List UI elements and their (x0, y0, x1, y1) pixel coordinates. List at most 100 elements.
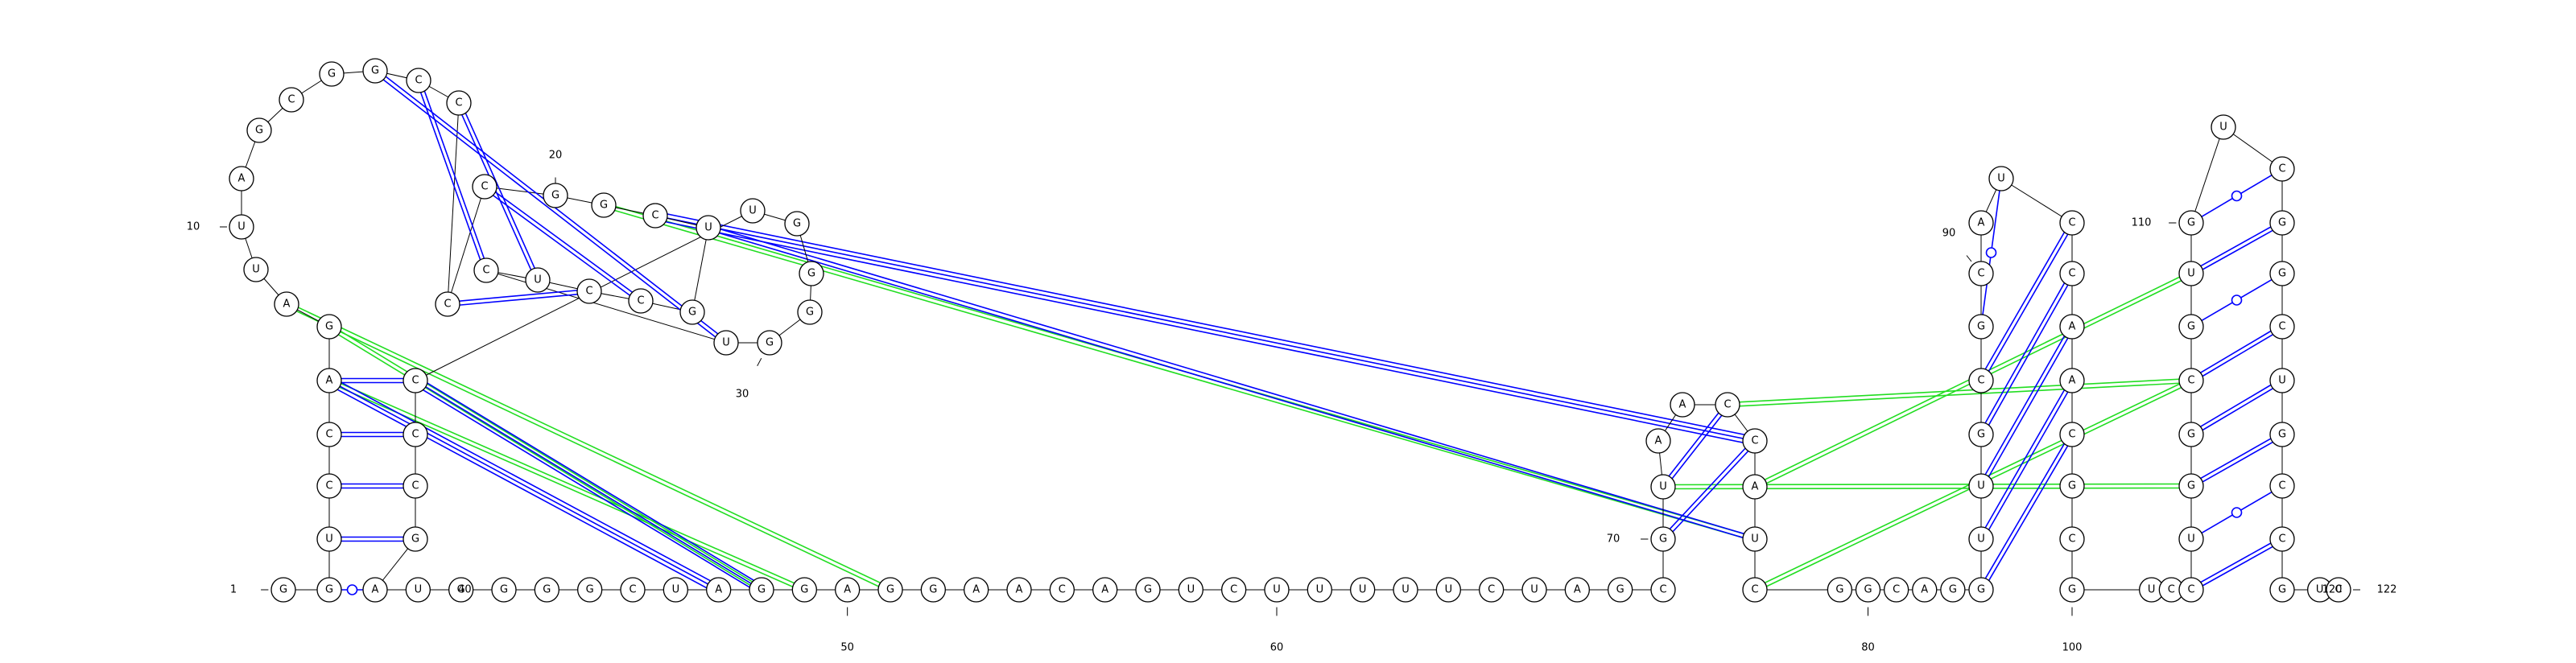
nucleotide-7: G (316, 314, 342, 340)
nucleotide-circle (1006, 577, 1032, 603)
nucleotide-letter: A (1978, 217, 1985, 229)
nucleotide-letter: C (1659, 584, 1666, 596)
nucleotide-99: C (2059, 526, 2085, 552)
nucleotide-letter: A (1752, 481, 1759, 493)
nucleotide-circle (1350, 577, 1376, 603)
nucleotide-circle (362, 58, 388, 84)
tertiary-blue-line-6-47-1 (328, 380, 720, 591)
base-pair-103-119 (2200, 542, 2272, 583)
nucleotide-circle (2059, 422, 2085, 447)
base-pair-103-119 (2202, 546, 2273, 587)
nucleotide-circle (2059, 368, 2085, 393)
nucleotide-circle (1479, 577, 1505, 603)
base-pair-87-94 (1988, 284, 2069, 426)
base-pair-109-113 (2202, 229, 2273, 270)
nucleotide-circle (1742, 474, 1768, 500)
nucleotide-17: C (446, 90, 472, 116)
nucleotide-34: U (740, 198, 766, 224)
nucleotide-circle (1650, 526, 1676, 552)
nucleotide-12: G (246, 117, 272, 143)
nucleotide-65: C (1479, 577, 1505, 603)
base-pair-18-26 (460, 294, 578, 306)
nucleotide-letter: A (1101, 584, 1108, 596)
nucleotide-55: C (1049, 577, 1075, 603)
nucleotide-106: G (2178, 422, 2204, 447)
nucleotide-77: U (1742, 526, 1768, 552)
nucleotide-letter: G (457, 584, 465, 596)
nucleotide-circle (706, 577, 732, 603)
nucleotide-83: G (1940, 577, 1966, 603)
nucleotide-circle (402, 473, 428, 499)
nucleotide-letter: C (1230, 584, 1237, 596)
nucleotide-122: C (2326, 577, 2351, 603)
nucleotide-circle (402, 368, 428, 393)
nucleotide-circle (1670, 392, 1695, 418)
nucleotide-92: U (1988, 166, 2014, 191)
nucleotide-38: G (402, 526, 428, 552)
nucleotide-letter: C (325, 480, 332, 492)
nucleotide-58: U (1178, 577, 1203, 603)
nucleotide-44: G (577, 577, 603, 603)
nucleotide-letter: C (411, 429, 419, 441)
nucleotide-31: G (797, 299, 823, 325)
nucleotide-circle (316, 314, 342, 340)
position-label-50: 50 (840, 642, 854, 654)
nucleotide-61: U (1307, 577, 1332, 603)
nucleotide-111: U (2211, 114, 2236, 140)
nucleotide-letter: C (287, 94, 295, 106)
nucleotide-letter: A (2069, 375, 2076, 387)
nucleotide-letter: U (2187, 268, 2195, 280)
nucleotide-letter: G (806, 307, 814, 319)
nucleotide-letter: C (2068, 429, 2075, 441)
base-pair-15-29 (382, 79, 716, 338)
base-pair-87-94 (1984, 282, 2066, 424)
nucleotide-20: G (543, 183, 568, 208)
nucleotide-circle (2269, 422, 2295, 447)
nucleotide-circle (2059, 473, 2085, 499)
nucleotide-circle (2269, 261, 2295, 286)
nucleotide-circle (576, 278, 602, 304)
nucleotide-105: G (2178, 473, 2204, 499)
nucleotide-letter: U (704, 222, 712, 234)
nucleotide-circle (2269, 526, 2295, 552)
base-pair-107-115 (2200, 330, 2272, 373)
base-pair-106-116 (2200, 384, 2272, 427)
base-pair-85-96 (1984, 389, 2066, 529)
nucleotide-circle (448, 577, 474, 603)
base-pair-88-93 (1988, 233, 2069, 372)
nucleotide-115: C (2269, 314, 2295, 340)
nucleotide-119: C (2269, 526, 2295, 552)
nucleotide-letter: U (2316, 584, 2324, 596)
base-pair-106-116 (2202, 388, 2273, 431)
nucleotide-letter: U (1659, 481, 1667, 493)
nucleotide-letter: G (758, 584, 766, 596)
nucleotide-letter: G (371, 65, 379, 77)
nucleotide-circle (2211, 114, 2236, 140)
nucleotide-circle (964, 577, 989, 603)
nucleotide-letter: G (688, 307, 696, 319)
nucleotide-letter: A (372, 584, 379, 596)
nucleotide-letter: C (2278, 480, 2285, 492)
nucleotide-circle (2178, 577, 2204, 603)
nucleotide-letter: U (722, 337, 730, 349)
nucleotide-letter: C (2068, 533, 2075, 546)
nucleotide-circle (1608, 577, 1633, 603)
nucleotide-30: G (757, 330, 782, 356)
position-label-90: 90 (1942, 228, 1956, 240)
nucleotide-letter: C (482, 265, 489, 277)
nucleotide-circle (1049, 577, 1075, 603)
tertiary-green-line-71-105-1 (1663, 487, 2192, 490)
nucleotide-circle (1968, 368, 1994, 393)
nucleotide-circle (784, 211, 810, 237)
nucleotide-circle (2178, 526, 2204, 552)
nucleotide-114: G (2269, 261, 2295, 286)
nucleotide-circle (2178, 422, 2204, 447)
nucleotide-103: C (2178, 577, 2204, 603)
nucleotide-letter: G (800, 584, 808, 596)
nucleotide-letter: C (1751, 584, 1758, 596)
nucleotide-letter: U (2219, 121, 2227, 134)
nucleotide-8: A (274, 291, 299, 317)
nucleotide-letter: A (1679, 399, 1686, 411)
tertiary-blue-line-6-47-2 (327, 383, 717, 595)
